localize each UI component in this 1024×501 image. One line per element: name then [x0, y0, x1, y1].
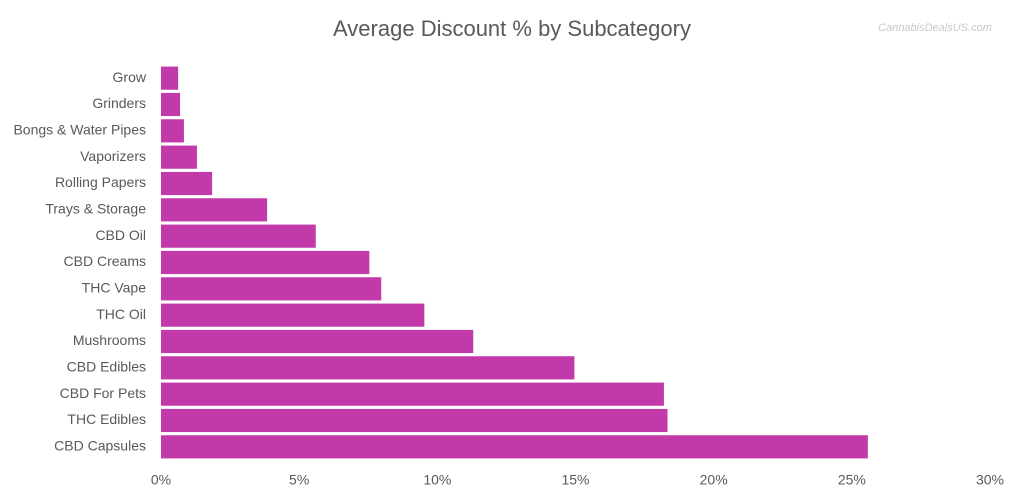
bar — [161, 119, 184, 143]
watermark: CannabisDealsUS.com — [878, 22, 992, 34]
bar — [161, 435, 868, 459]
bar — [161, 382, 664, 406]
bar — [161, 277, 382, 301]
bar — [161, 145, 197, 169]
x-tick-label: 25% — [838, 472, 866, 488]
y-tick-label: Mushrooms — [73, 332, 146, 348]
bar — [161, 408, 668, 433]
y-tick-label: THC Oil — [96, 306, 146, 322]
y-tick-label: Grow — [113, 69, 147, 85]
y-tick-label: Trays & Storage — [45, 201, 146, 217]
y-tick-label: THC Edibles — [67, 411, 146, 427]
bar — [161, 198, 268, 222]
x-tick-label: 0% — [151, 472, 171, 488]
bar — [161, 224, 316, 248]
x-tick-label: 15% — [561, 472, 589, 488]
y-tick-label: CBD For Pets — [60, 385, 146, 401]
y-tick-label: Bongs & Water Pipes — [13, 122, 146, 138]
y-tick-label: CBD Capsules — [54, 438, 146, 454]
bar — [161, 303, 425, 327]
bar — [161, 250, 370, 275]
y-tick-label: CBD Creams — [64, 253, 146, 269]
x-tick-label: 5% — [289, 472, 309, 488]
bar — [161, 356, 575, 380]
y-tick-label: Grinders — [92, 95, 146, 111]
bar — [161, 329, 474, 354]
x-tick-label: 30% — [976, 472, 1004, 488]
x-tick-label: 20% — [700, 472, 728, 488]
bar — [161, 171, 213, 196]
bar — [161, 66, 179, 90]
bar — [161, 92, 181, 117]
y-tick-label: CBD Edibles — [67, 359, 146, 375]
x-tick-label: 10% — [423, 472, 451, 488]
y-tick-label: Rolling Papers — [55, 174, 146, 190]
y-tick-label: THC Vape — [82, 280, 147, 296]
y-tick-label: CBD Oil — [95, 227, 146, 243]
y-tick-label: Vaporizers — [80, 148, 146, 164]
chart-title: Average Discount % by Subcategory — [333, 16, 691, 41]
